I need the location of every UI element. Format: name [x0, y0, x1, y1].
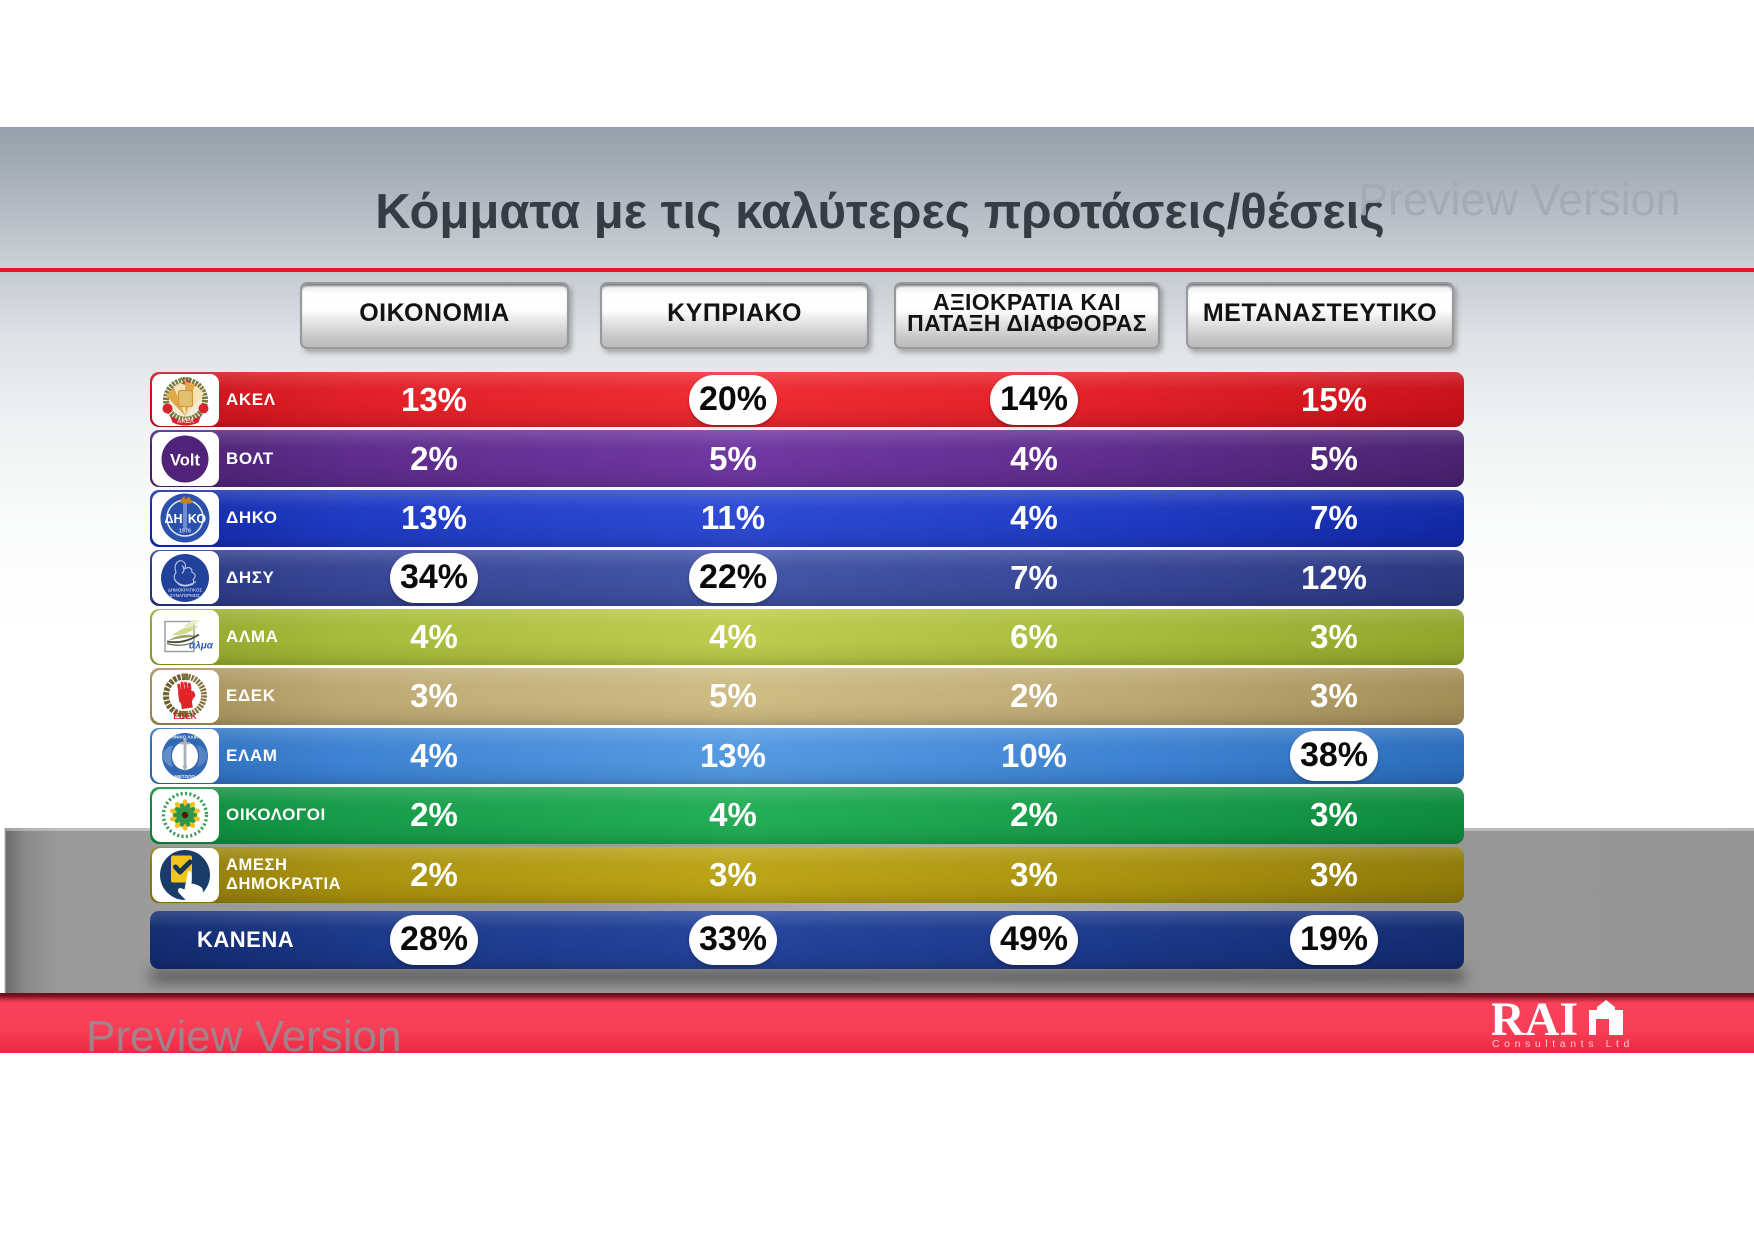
svg-text:Consultants Ltd: Consultants Ltd	[1492, 1038, 1634, 1050]
svg-text:RAI: RAI	[1492, 998, 1578, 1046]
svg-text:ΑΚΕΛ: ΑΚΕΛ	[177, 419, 194, 425]
svg-text:1976: 1976	[179, 529, 191, 535]
svg-text:ΕΔΕΚ: ΕΔΕΚ	[173, 711, 197, 721]
svg-text:ΚΟ: ΚΟ	[188, 512, 206, 526]
svg-text:ΜΕΤΩΠΟ: ΜΕΤΩΠΟ	[175, 774, 196, 779]
svg-text:ΕΘΝΙΚΟ ΛΑΙΚΟ: ΕΘΝΙΚΟ ΛΑΙΚΟ	[168, 734, 202, 739]
svg-text:άλμα: άλμα	[189, 640, 214, 651]
svg-text:Volt: Volt	[170, 451, 200, 469]
svg-text:ΔΗΜΟΚΡΑΤΙΚΟΣ: ΔΗΜΟΚΡΑΤΙΚΟΣ	[168, 587, 202, 592]
svg-text:ΔΗ: ΔΗ	[164, 512, 182, 526]
svg-text:1926: 1926	[180, 376, 191, 382]
svg-text:ΣΥΝΑΓΕΡΜΟΣ: ΣΥΝΑΓΕΡΜΟΣ	[170, 593, 200, 598]
